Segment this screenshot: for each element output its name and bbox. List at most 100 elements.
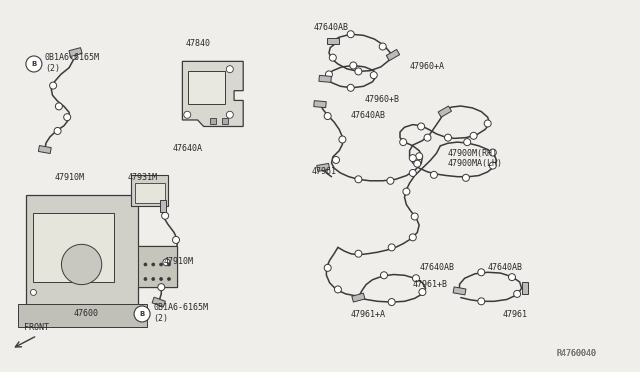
Circle shape bbox=[173, 237, 179, 243]
Circle shape bbox=[410, 170, 416, 176]
Polygon shape bbox=[453, 287, 466, 295]
Text: 47640AB: 47640AB bbox=[488, 263, 523, 272]
Text: 47931M: 47931M bbox=[128, 173, 158, 182]
Polygon shape bbox=[160, 201, 166, 212]
Text: 47961+A: 47961+A bbox=[351, 310, 386, 319]
Circle shape bbox=[484, 120, 491, 127]
Text: 47640AB: 47640AB bbox=[314, 23, 349, 32]
Circle shape bbox=[152, 278, 155, 280]
Text: 47961: 47961 bbox=[502, 310, 527, 319]
Circle shape bbox=[324, 264, 331, 271]
Circle shape bbox=[144, 263, 147, 266]
Polygon shape bbox=[182, 61, 243, 126]
Circle shape bbox=[416, 153, 422, 160]
Bar bbox=[18, 304, 147, 327]
Circle shape bbox=[64, 114, 70, 121]
Bar bbox=[138, 246, 177, 287]
Bar bbox=[135, 183, 164, 203]
Circle shape bbox=[514, 291, 520, 297]
Circle shape bbox=[184, 111, 191, 118]
Polygon shape bbox=[438, 106, 451, 117]
Text: 47900M(RH): 47900M(RH) bbox=[448, 149, 498, 158]
Bar bbox=[222, 118, 228, 124]
Text: 47900MA(LH): 47900MA(LH) bbox=[448, 159, 503, 168]
Circle shape bbox=[388, 244, 395, 251]
Text: B: B bbox=[31, 61, 36, 67]
Circle shape bbox=[162, 212, 168, 219]
Text: 47960+B: 47960+B bbox=[365, 95, 400, 104]
Circle shape bbox=[61, 244, 102, 285]
Circle shape bbox=[324, 113, 331, 119]
Circle shape bbox=[168, 278, 170, 280]
Circle shape bbox=[330, 54, 336, 61]
Circle shape bbox=[144, 278, 147, 280]
Text: (2): (2) bbox=[45, 64, 60, 73]
Polygon shape bbox=[314, 101, 326, 108]
Circle shape bbox=[335, 286, 341, 293]
Circle shape bbox=[348, 31, 354, 38]
Circle shape bbox=[70, 52, 77, 59]
Circle shape bbox=[403, 188, 410, 195]
Circle shape bbox=[445, 134, 451, 141]
Polygon shape bbox=[352, 293, 365, 302]
Polygon shape bbox=[522, 282, 528, 294]
Circle shape bbox=[158, 284, 164, 291]
Circle shape bbox=[227, 111, 234, 118]
Text: 0B1A6-6165M: 0B1A6-6165M bbox=[154, 304, 209, 312]
Circle shape bbox=[134, 306, 150, 322]
Circle shape bbox=[355, 68, 362, 75]
Polygon shape bbox=[319, 76, 332, 82]
Bar bbox=[188, 71, 225, 104]
Text: 47910M: 47910M bbox=[163, 257, 193, 266]
Text: 47640AB: 47640AB bbox=[351, 111, 386, 120]
Polygon shape bbox=[38, 145, 51, 154]
Circle shape bbox=[388, 299, 395, 305]
Circle shape bbox=[412, 213, 418, 220]
Polygon shape bbox=[387, 49, 399, 61]
Bar bbox=[131, 175, 168, 206]
Text: 47910M: 47910M bbox=[54, 173, 84, 182]
Text: 47840: 47840 bbox=[186, 39, 211, 48]
Circle shape bbox=[355, 176, 362, 183]
Circle shape bbox=[490, 149, 496, 156]
Circle shape bbox=[371, 72, 377, 78]
Circle shape bbox=[56, 103, 62, 110]
Circle shape bbox=[339, 136, 346, 143]
Circle shape bbox=[380, 43, 386, 50]
Circle shape bbox=[163, 259, 170, 266]
Text: 47640A: 47640A bbox=[173, 144, 203, 153]
Circle shape bbox=[31, 289, 36, 295]
Text: FRONT: FRONT bbox=[24, 323, 49, 332]
Polygon shape bbox=[317, 163, 330, 171]
Circle shape bbox=[431, 171, 437, 178]
Circle shape bbox=[333, 157, 339, 163]
Circle shape bbox=[350, 62, 356, 69]
Text: R4760040: R4760040 bbox=[557, 349, 596, 358]
Circle shape bbox=[355, 250, 362, 257]
Circle shape bbox=[387, 177, 394, 184]
Circle shape bbox=[159, 263, 163, 266]
Circle shape bbox=[418, 123, 424, 130]
Polygon shape bbox=[152, 297, 165, 307]
Polygon shape bbox=[26, 195, 177, 307]
Text: B: B bbox=[140, 311, 145, 317]
Circle shape bbox=[50, 82, 56, 89]
Text: 47960+A: 47960+A bbox=[410, 62, 445, 71]
Circle shape bbox=[227, 66, 234, 73]
Circle shape bbox=[152, 263, 155, 266]
Circle shape bbox=[54, 128, 61, 134]
Circle shape bbox=[413, 275, 419, 282]
Circle shape bbox=[464, 139, 470, 145]
Circle shape bbox=[381, 272, 387, 279]
Text: 47961+B: 47961+B bbox=[413, 280, 448, 289]
Circle shape bbox=[424, 134, 431, 141]
Circle shape bbox=[478, 269, 484, 276]
Circle shape bbox=[470, 132, 477, 139]
Circle shape bbox=[326, 71, 332, 78]
Circle shape bbox=[478, 298, 484, 305]
Text: (2): (2) bbox=[154, 314, 168, 323]
Circle shape bbox=[410, 155, 416, 161]
Circle shape bbox=[414, 160, 420, 167]
Text: 47640AB: 47640AB bbox=[419, 263, 454, 272]
Text: R4760040: R4760040 bbox=[557, 349, 596, 358]
